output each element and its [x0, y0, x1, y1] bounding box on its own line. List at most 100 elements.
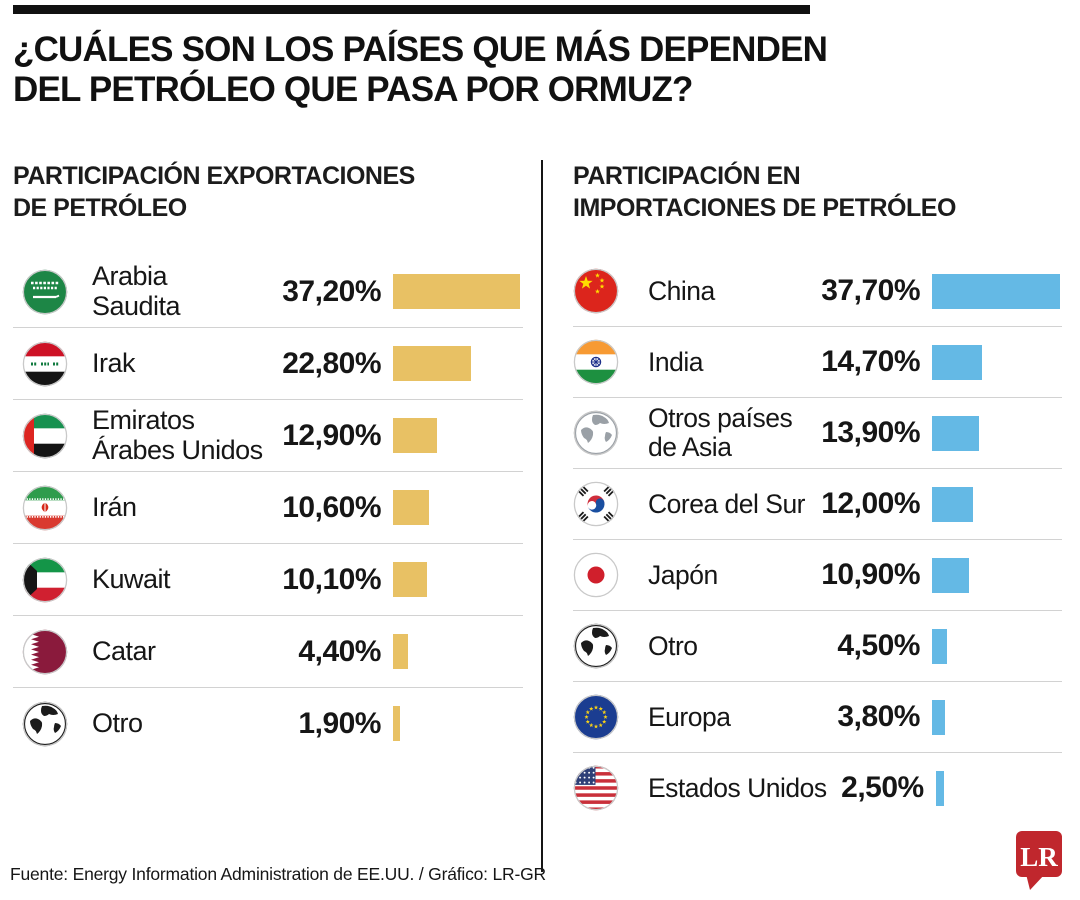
country-label: China	[648, 275, 715, 306]
country-label: Emiratos Árabes Unidos	[92, 405, 263, 465]
import-list: China 37,70% India 14,70% Otros países de A…	[573, 256, 1062, 823]
percent-value: 1,90%	[298, 706, 381, 740]
percent-bar	[932, 628, 948, 664]
country-label: Japón	[648, 559, 718, 590]
country-label: Corea del Sur	[648, 488, 806, 519]
export-section-heading: PARTICIPACIÓN EXPORTACIONES DE PETRÓLEO	[13, 160, 523, 224]
percent-value: 12,00%	[821, 487, 920, 520]
lr-logo-graphic: LR	[1016, 831, 1062, 890]
column-divider	[541, 160, 543, 872]
globe-gray-flag-icon	[573, 410, 619, 456]
export-list: Arabia Saudita 37,20% Irak 22,80% Emiratos Á…	[13, 256, 523, 759]
country-label: Irak	[92, 347, 136, 378]
country-label: Otro	[92, 707, 143, 738]
country-label: Estados Unidos	[648, 772, 827, 803]
usa-flag-icon	[573, 765, 619, 811]
import-row: Estados Unidos 2,50%	[573, 752, 1062, 823]
percent-value: 3,80%	[837, 700, 920, 733]
qatar-flag-icon	[22, 629, 68, 675]
import-row: China 37,70%	[573, 256, 1062, 326]
percent-value: 37,20%	[282, 274, 381, 308]
export-row: Arabia Saudita 37,20%	[13, 256, 523, 327]
bar-zone	[924, 770, 1062, 806]
import-row: Corea del Sur 12,00%	[573, 468, 1062, 539]
exports-column: PARTICIPACIÓN EXPORTACIONES DE PETRÓLEO …	[13, 160, 523, 759]
bar-zone	[381, 490, 523, 525]
percent-value: 4,40%	[298, 634, 381, 668]
country-label: Arabia Saudita	[92, 261, 181, 321]
percent-value: 10,10%	[282, 562, 381, 596]
percent-value: 2,50%	[841, 771, 924, 804]
country-label: Europa	[648, 701, 731, 732]
iraq-flag-icon	[22, 341, 68, 387]
export-row: Irak 22,80%	[13, 327, 523, 399]
bar-zone	[920, 273, 1062, 309]
percent-value: 4,50%	[837, 629, 920, 662]
bar-zone	[920, 557, 1062, 593]
percent-value: 10,60%	[282, 490, 381, 524]
bar-zone	[920, 344, 1062, 380]
percent-value: 14,70%	[821, 345, 920, 378]
export-row: Kuwait 10,10%	[13, 543, 523, 615]
percent-bar	[932, 415, 980, 451]
import-row: Otros países de Asia 13,90%	[573, 397, 1062, 468]
india-flag-icon	[573, 339, 619, 385]
source-credit: Fuente: Energy Information Administratio…	[10, 864, 546, 884]
bar-zone	[381, 346, 523, 381]
bar-zone	[381, 274, 523, 309]
globe-flag-icon	[22, 701, 68, 747]
percent-bar	[393, 634, 408, 669]
top-rule	[13, 5, 810, 14]
bar-zone	[920, 699, 1062, 735]
country-label: Otros países de Asia	[648, 403, 793, 462]
percent-value: 10,90%	[821, 558, 920, 591]
bar-zone	[920, 415, 1062, 451]
import-section-heading: PARTICIPACIÓN EN IMPORTACIONES DE PETRÓL…	[573, 160, 1062, 224]
import-heading-line-2: IMPORTACIONES DE PETRÓLEO	[573, 194, 956, 222]
export-heading-line-2: DE PETRÓLEO	[13, 194, 187, 222]
percent-bar	[393, 490, 429, 525]
bar-zone	[381, 706, 523, 741]
export-row: Otro 1,90%	[13, 687, 523, 759]
bar-zone	[381, 562, 523, 597]
bar-zone	[920, 486, 1062, 522]
saudi-arabia-flag-icon	[22, 269, 68, 315]
percent-bar	[932, 699, 945, 735]
japan-flag-icon	[573, 552, 619, 598]
import-row: Japón 10,90%	[573, 539, 1062, 610]
export-row: Catar 4,40%	[13, 615, 523, 687]
bar-zone	[920, 628, 1062, 664]
percent-bar	[393, 418, 437, 453]
percent-bar	[393, 346, 471, 381]
uae-flag-icon	[22, 413, 68, 459]
percent-bar	[932, 344, 982, 380]
country-label: Kuwait	[92, 563, 171, 594]
percent-bar	[932, 273, 1061, 309]
kuwait-flag-icon	[22, 557, 68, 603]
title-line-2: DEL PETRÓLEO QUE PASA POR ORMUZ?	[13, 69, 693, 109]
export-heading-line-1: PARTICIPACIÓN EXPORTACIONES	[13, 162, 415, 190]
country-label: Catar	[92, 635, 156, 666]
eu-flag-icon	[573, 694, 619, 740]
country-label: Irán	[92, 491, 137, 522]
bar-zone	[381, 418, 523, 453]
infographic-title: ¿CUÁLES SON LOS PAÍSES QUE MÁS DEPENDEN …	[13, 30, 833, 110]
lr-logo: LR	[1014, 830, 1064, 892]
percent-bar	[393, 706, 400, 741]
import-row: Otro 4,50%	[573, 610, 1062, 681]
globe-flag-icon	[573, 623, 619, 669]
percent-value: 37,70%	[821, 274, 920, 307]
import-row: Europa 3,80%	[573, 681, 1062, 752]
percent-value: 12,90%	[282, 418, 381, 452]
export-row: Irán 10,60%	[13, 471, 523, 543]
country-label: India	[648, 346, 703, 377]
south-korea-flag-icon	[573, 481, 619, 527]
svg-text:LR: LR	[1020, 842, 1058, 872]
bar-zone	[381, 634, 523, 669]
percent-bar	[932, 486, 973, 522]
imports-column: PARTICIPACIÓN EN IMPORTACIONES DE PETRÓL…	[573, 160, 1062, 823]
country-label: Otro	[648, 630, 698, 661]
import-row: India 14,70%	[573, 326, 1062, 397]
percent-bar	[932, 557, 970, 593]
